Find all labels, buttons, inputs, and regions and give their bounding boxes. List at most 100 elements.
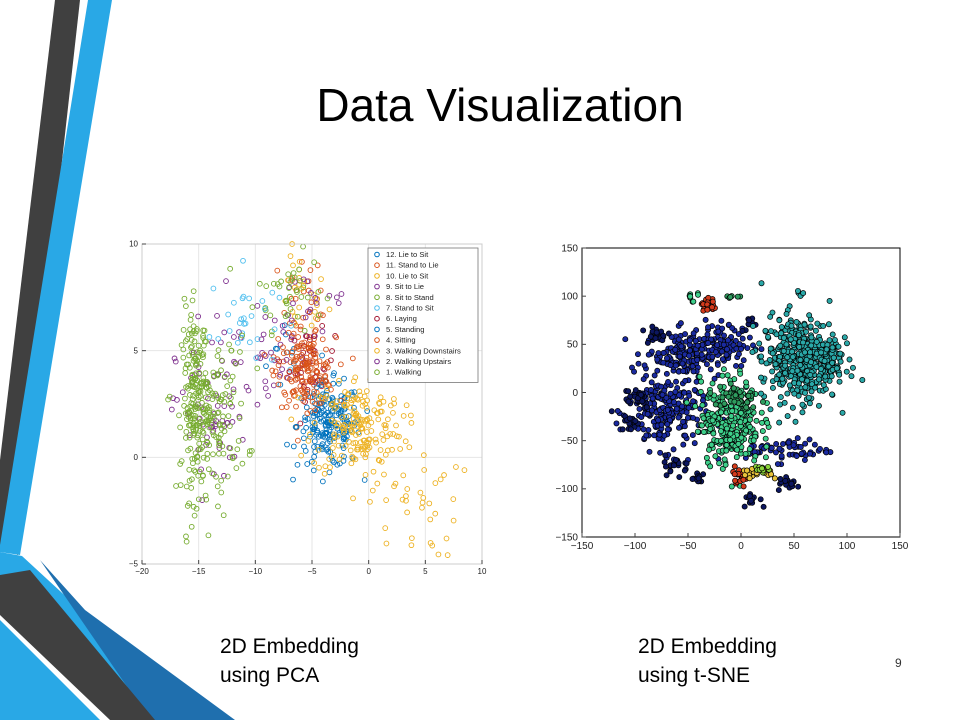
- data-point: [806, 436, 813, 443]
- data-point: [364, 408, 371, 414]
- data-point: [821, 358, 828, 364]
- data-point: [293, 403, 299, 410]
- data-point: [733, 362, 739, 369]
- data-point: [453, 464, 459, 470]
- data-point: [208, 422, 215, 428]
- data-point: [186, 422, 192, 429]
- data-point: [186, 477, 193, 484]
- data-point: [758, 353, 765, 360]
- y-tick-label: 10: [129, 240, 138, 249]
- data-point: [660, 332, 667, 339]
- data-point: [188, 382, 194, 389]
- data-point: [800, 290, 807, 297]
- data-point: [665, 330, 672, 337]
- data-point: [719, 394, 726, 401]
- data-point: [323, 346, 329, 353]
- data-point: [319, 336, 326, 343]
- data-point: [731, 463, 738, 470]
- data-point: [825, 321, 832, 328]
- data-point: [358, 425, 364, 432]
- data-point: [753, 417, 760, 424]
- data-point: [768, 445, 775, 451]
- data-point: [287, 306, 294, 312]
- legend-label: 11. Stand to Lie: [386, 261, 439, 270]
- data-point: [188, 417, 194, 423]
- data-point: [214, 353, 221, 359]
- data-point: [841, 334, 848, 341]
- data-point: [461, 467, 468, 473]
- data-point: [199, 399, 205, 406]
- data-point: [417, 489, 424, 496]
- data-point: [677, 320, 684, 327]
- data-point: [844, 340, 850, 347]
- data-point: [744, 399, 751, 406]
- data-point: [230, 389, 237, 396]
- legend-marker: [374, 326, 380, 333]
- data-point: [182, 395, 188, 402]
- data-point: [199, 428, 206, 435]
- data-point: [353, 432, 359, 438]
- data-point: [626, 415, 633, 422]
- data-point: [817, 445, 823, 452]
- data-point: [374, 480, 381, 487]
- data-point: [287, 376, 293, 383]
- data-point: [756, 340, 763, 347]
- data-point: [304, 410, 311, 417]
- data-point: [391, 483, 397, 490]
- data-point: [795, 332, 802, 339]
- data-point: [760, 503, 767, 510]
- data-point: [675, 414, 682, 421]
- data-point: [323, 421, 329, 428]
- data-point: [195, 496, 202, 503]
- data-point: [225, 413, 232, 419]
- data-point: [792, 418, 799, 425]
- data-point: [648, 387, 654, 393]
- data-point: [747, 416, 753, 423]
- data-point: [795, 380, 802, 387]
- data-point: [233, 465, 240, 471]
- data-point: [226, 454, 233, 461]
- data-point: [294, 366, 300, 373]
- decor-dark-wedge: [0, 570, 155, 720]
- data-point: [691, 440, 698, 447]
- data-point: [676, 353, 683, 360]
- data-point: [613, 420, 620, 427]
- data-point: [205, 532, 212, 539]
- pca-caption: 2D Embedding using PCA: [220, 632, 359, 690]
- data-point: [655, 350, 662, 357]
- data-point: [364, 429, 370, 435]
- legend-label: 12. Lie to Sit: [386, 250, 429, 259]
- data-point: [778, 330, 785, 337]
- data-point: [291, 388, 297, 395]
- data-point: [658, 421, 665, 428]
- data-point: [307, 379, 314, 385]
- data-point: [343, 413, 349, 420]
- data-point: [352, 412, 359, 418]
- data-point: [798, 376, 805, 383]
- data-point: [221, 472, 227, 479]
- data-point: [298, 369, 304, 376]
- data-point: [694, 356, 701, 363]
- data-point: [215, 336, 222, 342]
- data-point: [683, 409, 690, 416]
- data-point: [291, 337, 298, 344]
- data-point: [304, 294, 311, 301]
- legend-marker: [374, 251, 380, 258]
- data-point: [797, 444, 804, 450]
- data-point: [221, 403, 228, 409]
- data-point: [180, 354, 187, 361]
- data-point: [667, 362, 674, 369]
- data-point: [846, 356, 853, 363]
- data-point: [287, 366, 294, 373]
- data-point: [382, 451, 389, 458]
- data-point: [290, 300, 296, 307]
- data-point: [238, 316, 245, 323]
- data-point: [728, 483, 735, 490]
- data-point: [194, 349, 200, 356]
- data-point: [689, 432, 696, 439]
- tsne-caption-line2: using t-SNE: [638, 664, 751, 687]
- data-point: [309, 419, 316, 426]
- data-point: [808, 342, 815, 349]
- data-point: [325, 416, 331, 423]
